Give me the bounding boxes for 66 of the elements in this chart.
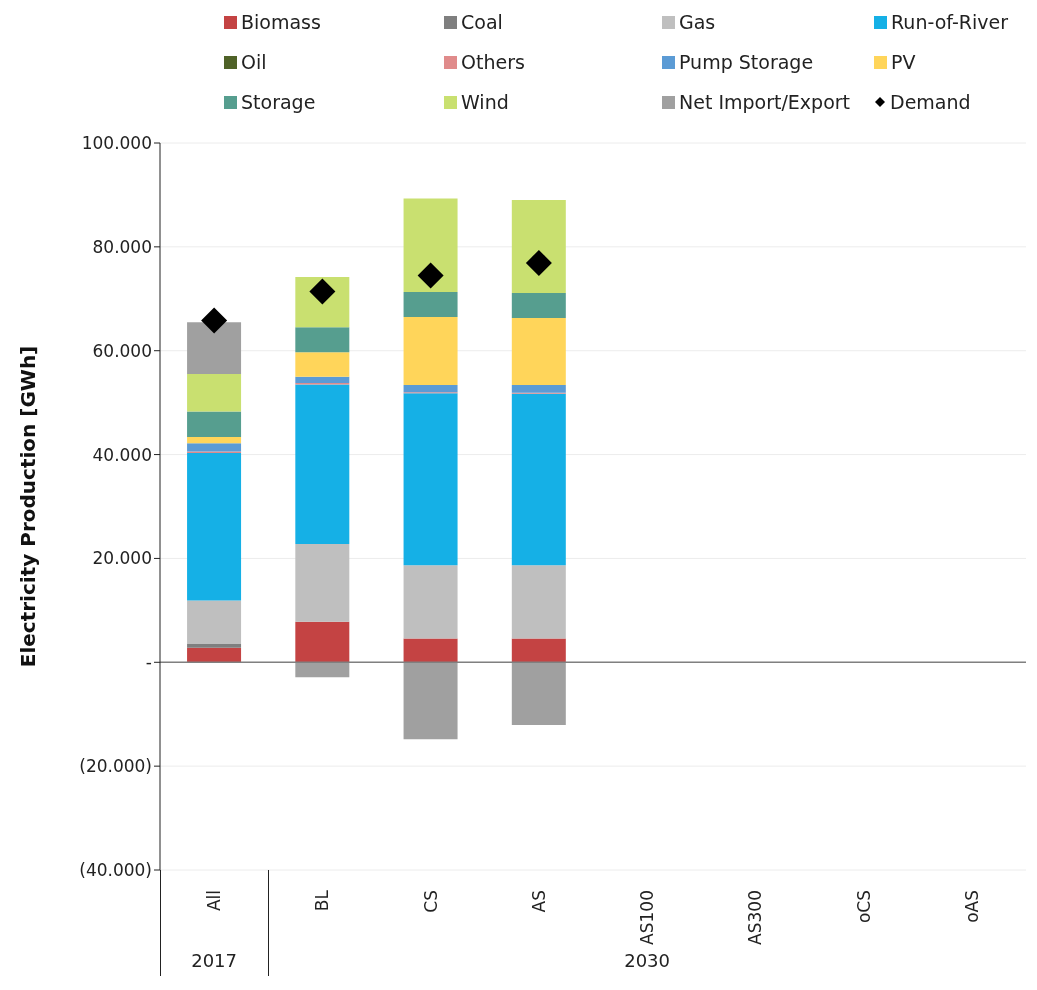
y-tick-label: (20.000)	[79, 756, 152, 777]
bar	[187, 453, 242, 601]
x-tick-label: All	[204, 890, 225, 912]
x-tick-label: oCS	[853, 890, 874, 924]
legend-label: Run-of-River	[891, 11, 1008, 33]
bar	[403, 198, 458, 293]
bar	[295, 376, 350, 383]
bar	[187, 374, 242, 412]
bar	[295, 327, 350, 353]
bar	[403, 316, 458, 385]
point	[525, 249, 552, 276]
bar	[403, 565, 458, 639]
legend-label: Coal	[461, 11, 503, 33]
bar	[187, 436, 242, 444]
bar	[295, 543, 350, 622]
bar	[403, 292, 458, 317]
bar	[511, 384, 566, 393]
x-tick-label: oAS	[961, 890, 982, 923]
legend-label: Wind	[461, 91, 509, 113]
bar	[511, 318, 566, 385]
bar	[511, 393, 566, 566]
y-tick-label: 40.000	[92, 444, 152, 465]
legend-label: Gas	[679, 11, 716, 33]
y-tick-label: -	[145, 652, 152, 673]
legend-label: Others	[461, 51, 525, 73]
point	[201, 307, 228, 334]
bar	[187, 322, 242, 375]
x-tick-label: AS300	[745, 890, 766, 945]
y-tick-label: 100.000	[81, 133, 152, 154]
bar	[295, 384, 350, 544]
bar	[511, 638, 566, 663]
bar	[403, 662, 458, 740]
legend-label: Demand	[890, 91, 971, 113]
legend-label: Storage	[241, 91, 316, 113]
bar	[187, 411, 242, 437]
bar	[403, 638, 458, 663]
point	[417, 262, 444, 289]
bar	[295, 662, 350, 678]
bar	[511, 293, 566, 318]
bar	[511, 565, 566, 639]
bar	[295, 621, 350, 663]
y-tick-label: (40.000)	[79, 860, 152, 881]
x-tick-label: AS	[528, 890, 549, 913]
legend-label: Biomass	[241, 11, 321, 33]
bar	[295, 352, 350, 377]
bar	[187, 443, 242, 452]
legend-label: PV	[891, 51, 916, 73]
legend-label: Oil	[241, 51, 267, 73]
bar	[187, 647, 242, 663]
x-tick-label: CS	[420, 890, 441, 913]
legend-label: Pump Storage	[679, 51, 814, 73]
bar	[403, 384, 458, 393]
y-tick-label: 80.000	[92, 236, 152, 257]
bar	[403, 393, 458, 566]
y-axis-title: Electricity Production [GWh]	[16, 345, 41, 668]
bar	[511, 200, 566, 294]
y-tick-label: 20.000	[92, 548, 152, 569]
y-tick-label: 60.000	[92, 340, 152, 361]
bar	[511, 662, 566, 726]
x-tick-label: BL	[312, 889, 333, 912]
bar	[187, 600, 242, 645]
text: 2030	[623, 950, 672, 971]
text: 2017	[190, 950, 239, 971]
bar	[187, 644, 242, 648]
legend-label: Net Import/Export	[679, 91, 851, 113]
x-tick-label: AS100	[637, 890, 658, 945]
